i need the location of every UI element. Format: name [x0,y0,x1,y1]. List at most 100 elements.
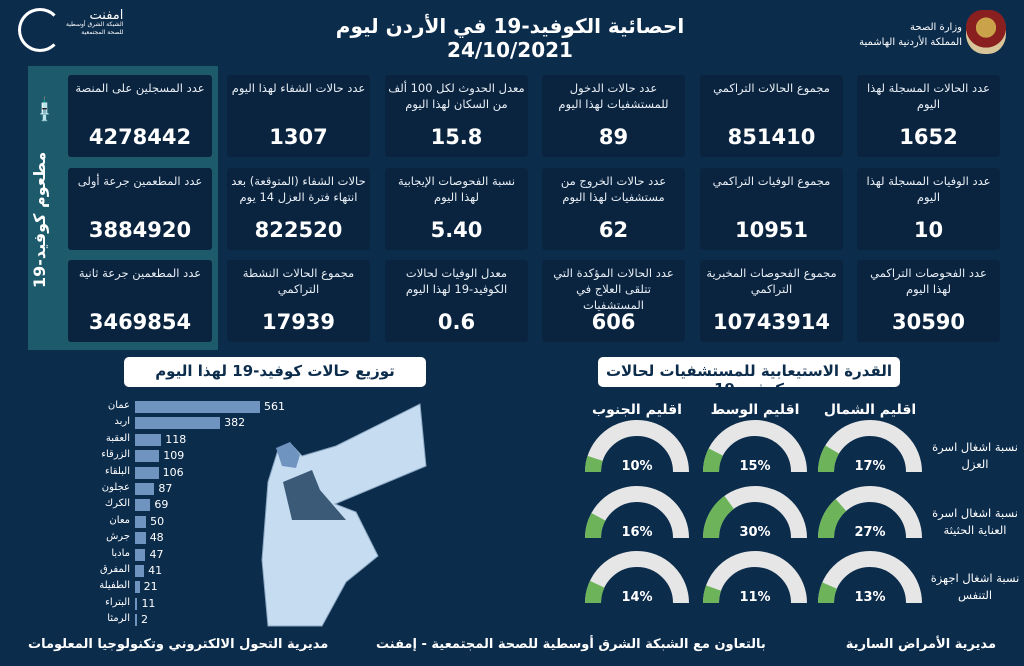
gauge-value: 16% [621,525,652,540]
vaccine-card: عدد المطعمين جرعة أولى 3884920 [68,168,212,250]
stat-value: 851410 [727,125,816,149]
footer-left: مديرية التحول الالكتروني وتكنولوجيا المع… [28,637,329,652]
stat-value: 1652 [899,125,958,149]
stat-label: مجموع الفحوصات المخبرية التراكمي [706,266,837,296]
stat-label: معدل الوفيات لحالات الكوفيد-19 لهذا اليو… [405,266,508,296]
logo-name: امفنت [89,8,124,23]
gauge-fill [703,448,724,473]
vaccine-card: عدد المطعمين جرعة ثانية 3469854 [68,260,212,342]
gauge-track [703,551,807,604]
bar [135,401,260,413]
stat-value: 10951 [734,218,809,242]
stat-label: عدد الفحوصات التراكمي لهذا اليوم [870,266,987,296]
stat-card: حالات الشفاء (المتوقعة) بعد انتهاء فترة … [227,168,370,250]
bar-value: 561 [264,400,285,413]
stat-card: عدد حالات الشفاء لهذا اليوم 1307 [227,75,370,157]
stat-card: نسبة الفحوصات الإيجابية لهذا اليوم 5.40 [385,168,528,250]
gauge-track [585,420,689,473]
gauge-value: 11% [739,590,770,605]
stat-label: عدد الحالات المسجلة لهذا اليوم [866,81,991,111]
bar-category: جرش [106,531,130,543]
gauge-value: 27% [854,525,885,540]
row-label: نسبة اشغال اسرة العزل [932,440,1018,471]
bar-value: 118 [165,432,187,446]
bar [135,614,137,627]
stat-card: مجموع الحالات النشطة التراكمي 17939 [227,260,370,342]
gauge-value: 30% [739,525,770,540]
page-title: احصائية الكوفيد-19 في الأردن ليوم 24/10/… [335,14,685,62]
bar-value: 69 [154,498,169,512]
ministry-line2: المملكة الأردنية الهاشمية [859,37,962,48]
bar-category: معان [109,514,130,526]
stat-card: عدد الحالات المسجلة لهذا اليوم 1652 [857,75,1000,157]
bar-value: 2 [141,613,148,627]
ministry-emblem [966,10,1006,54]
stat-card: معدل الوفيات لحالات الكوفيد-19 لهذا اليو… [385,260,528,342]
stat-value: 30590 [891,310,966,334]
bar [135,565,145,577]
row-label: نسبة اشغال اسرة العناية الحثيثة [932,506,1018,537]
bar [135,417,221,430]
gauge-fill [818,582,838,604]
region-label: اقليم الجنوب [592,402,682,418]
vaccine-label: عدد المسجلين على المنصة [75,81,205,95]
bar-value: 382 [224,416,246,430]
stat-value: 62 [598,218,629,242]
stat-label: عدد حالات الخروج من مستشفيات لهذا اليوم [560,174,667,204]
bar-value: 109 [163,449,185,463]
bar [135,532,146,545]
logo-sub2: للصحة المجتمعية [81,29,124,36]
bar-category: البلقاء [105,465,130,477]
region-label: اقليم الوسط [710,402,800,418]
bar-chart-title: توزيع حالات كوفيد-19 لهذا اليوم [124,357,426,387]
gauge-value: 17% [854,459,885,474]
stat-card: مجموع الوفيات التراكمي 10951 [700,168,843,250]
bar-value: 106 [162,465,184,479]
bar-category: الرمثا [107,613,130,625]
gauge-fill [703,585,722,604]
gauge-chart-title: القدرة الاستيعابية للمستشفيات لحالات كوف… [598,357,900,398]
bar-category: عجلون [101,482,130,493]
bar [135,581,140,594]
bar-category: مادبا [111,547,130,559]
gauge-fill [585,455,603,473]
stat-value: 0.6 [437,310,476,334]
emphnet-logo [18,8,62,52]
gauge-fill [818,445,840,473]
stat-card: عدد حالات الدخول للمستشفيات لهذا اليوم 89 [542,75,685,157]
stat-card: معدل الحدوث لكل 100 ألف من السكان لهذا ا… [385,75,528,157]
bar [135,548,146,561]
bar [135,466,159,479]
footer-right: مديرية الأمراض السارية [845,637,996,652]
footer-center: بالتعاون مع الشبكة الشرق أوسطية للصحة ال… [376,637,766,652]
stat-label: مجموع الحالات التراكمي [713,81,830,95]
stat-value: 17939 [261,310,336,334]
bar-category: العقبة [105,432,130,444]
bar [135,597,138,610]
stat-card: مجموع الحالات التراكمي 851410 [700,75,843,157]
stat-label: عدد حالات الدخول للمستشفيات لهذا اليوم [558,81,669,111]
ministry-line1: وزارة الصحة [910,22,962,33]
bar-category: البتراء [105,596,130,608]
stat-value: 606 [591,310,636,334]
bar-category: اربد [114,416,130,428]
bar-category: عمان [107,400,130,411]
bar-category: الزرقاء [101,449,130,461]
stat-label: نسبة الفحوصات الإيجابية لهذا اليوم [397,174,516,204]
stat-value: 89 [598,125,629,149]
bar-value: 41 [148,564,163,577]
bar-category: الكرك [104,498,130,510]
gauge-track [818,551,922,604]
ministry-name: وزارة الصحة المملكة الأردنية الهاشمية [859,20,962,50]
map-country [261,403,427,627]
stat-value: 15.8 [430,125,483,149]
vaccine-label: عدد المطعمين جرعة أولى [77,174,203,188]
stat-card: عدد الحالات المؤكدة التي تتلقى العلاج في… [542,260,685,342]
stat-card: عدد الوفيات المسجلة لهذا اليوم 10 [857,168,1000,250]
gauge-fill [818,498,847,539]
logo-sub1: الشبكة الشرق أوسطية [66,21,124,28]
gauge-track [585,551,689,604]
bar-value: 21 [143,580,158,594]
stat-card: مجموع الفحوصات المخبرية التراكمي 10743914 [700,260,843,342]
